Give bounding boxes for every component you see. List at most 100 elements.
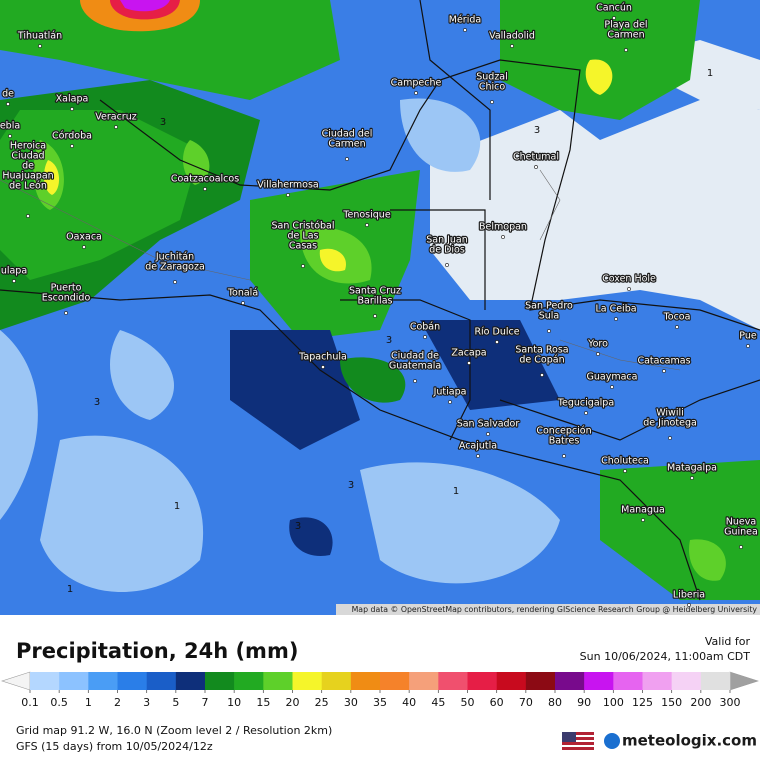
city-label: Belmopan: [479, 222, 527, 233]
color-swatch: [613, 672, 643, 690]
tick-label: 0.1: [21, 696, 39, 709]
city-label: Matagalpa: [667, 463, 717, 474]
color-swatch: [642, 672, 672, 690]
city-dot: [562, 454, 566, 458]
city-label: Choluteca: [601, 456, 649, 467]
city-label: Santa Rosa: [515, 345, 568, 356]
city-dot: [414, 91, 418, 95]
city-dot: [423, 335, 427, 339]
color-swatch: [321, 672, 352, 690]
city-label: Oaxaca: [66, 232, 102, 243]
city-dot: [623, 469, 627, 473]
city-dot: [614, 317, 618, 321]
city-label: Tonalá: [227, 288, 258, 299]
color-swatch: [30, 672, 60, 690]
tick-label: 20: [286, 696, 300, 709]
city-dot: [321, 365, 325, 369]
city-dot: [64, 311, 68, 315]
city-dot: [687, 603, 691, 607]
city-dot: [641, 518, 645, 522]
city-dot: [70, 107, 74, 111]
city-dot: [540, 373, 544, 377]
color-swatch: [205, 672, 235, 690]
city-dot: [413, 379, 417, 383]
city-dot: [8, 134, 12, 138]
tick-label: 45: [431, 696, 445, 709]
tick-label: 3: [143, 696, 150, 709]
city-label: Carmen: [607, 30, 644, 41]
city-label: Cobán: [410, 322, 440, 333]
city-label: Puerto: [51, 283, 82, 294]
tick-label: 60: [490, 696, 504, 709]
flag: [562, 732, 594, 750]
city-label: Cancún: [596, 3, 632, 14]
brand: meteologix.com: [622, 732, 757, 750]
city-label: de León: [9, 181, 47, 192]
city-label: Coxen Hole: [602, 274, 656, 285]
color-swatch: [263, 672, 293, 690]
tick-label: 1: [85, 696, 92, 709]
color-swatch: [555, 672, 585, 690]
tick-label: 0.5: [50, 696, 68, 709]
city-dot: [746, 344, 750, 348]
city-dot: [203, 187, 207, 191]
contour-label: 1: [174, 501, 180, 512]
city-dot: [365, 223, 369, 227]
city-dot: [627, 287, 631, 291]
city-dot: [675, 325, 679, 329]
tick-label: 50: [461, 696, 475, 709]
city-label: Veracruz: [95, 112, 136, 123]
city-label: Wiwili: [656, 408, 684, 419]
tick-label: 70: [519, 696, 533, 709]
city-dot: [12, 279, 16, 283]
city-label: Batres: [549, 436, 580, 447]
city-label: San Cristóbal: [271, 221, 334, 232]
tick-label: 30: [344, 696, 358, 709]
city-label: Río Dulce: [474, 327, 519, 338]
city-dot: [690, 476, 694, 480]
tick-label: 25: [315, 696, 329, 709]
city-label: ulapa: [1, 266, 27, 277]
contour-label: 3: [534, 125, 540, 136]
color-swatch: [438, 672, 468, 690]
city-label: Tenosique: [342, 210, 391, 221]
city-dot: [373, 314, 377, 318]
city-dot: [668, 436, 672, 440]
color-swatch: [234, 672, 264, 690]
contour-label: 3: [348, 480, 354, 491]
color-swatch: [88, 672, 118, 690]
city-label: Huajuapan: [2, 171, 53, 182]
city-label: Heroica: [10, 141, 46, 152]
city-dot: [612, 16, 616, 20]
city-label: de Jinotega: [643, 418, 697, 429]
legend-title: Precipitation, 24h (mm): [16, 639, 298, 663]
color-swatch: [525, 672, 556, 690]
city-dot: [739, 545, 743, 549]
city-dot: [445, 263, 449, 267]
tick-label: 90: [577, 696, 591, 709]
brand-icon: [604, 733, 620, 749]
tick-label: 2: [114, 696, 121, 709]
city-label: Barillas: [358, 296, 393, 307]
city-dot: [510, 44, 514, 48]
city-label: Campeche: [391, 78, 442, 89]
city-label: Concepción: [536, 426, 591, 437]
city-label: ebla: [0, 121, 20, 132]
contour-label: 1: [67, 584, 73, 595]
color-swatch: [671, 672, 702, 690]
city-label: Managua: [621, 505, 665, 516]
city-label: Tegucigalpa: [557, 398, 614, 409]
city-label: Sula: [539, 311, 560, 322]
city-dot: [490, 100, 494, 104]
tick-label: 80: [548, 696, 562, 709]
city-label: Pue: [739, 331, 757, 342]
city-label: Acajutla: [459, 441, 497, 452]
city-dot: [486, 432, 490, 436]
city-label: Guaymaca: [587, 372, 638, 383]
city-label: Tapachula: [298, 352, 347, 363]
contour-label: 3: [386, 335, 392, 346]
city-dot: [286, 193, 290, 197]
city-dot: [547, 329, 551, 333]
city-label: San Pedro: [525, 301, 573, 312]
tick-label: 10: [227, 696, 241, 709]
